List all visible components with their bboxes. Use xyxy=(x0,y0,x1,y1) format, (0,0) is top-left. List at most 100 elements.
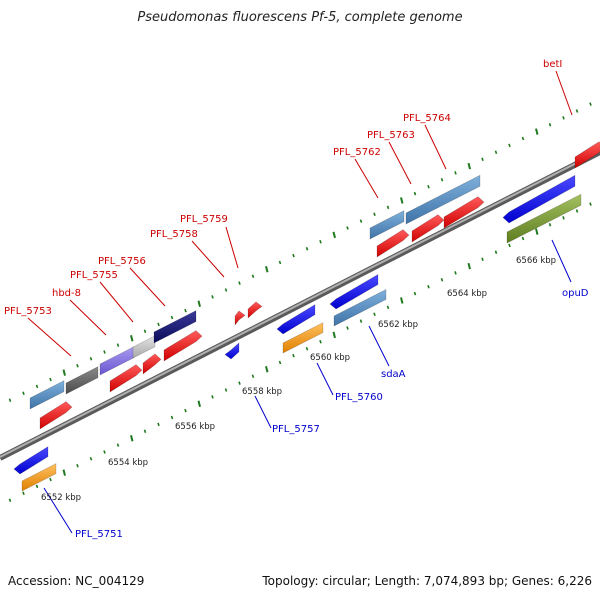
gene-label[interactable]: PFL_5757 xyxy=(272,424,320,435)
gene-arrow[interactable] xyxy=(329,273,379,310)
gene-arrow[interactable] xyxy=(142,353,162,375)
gene-label[interactable]: PFL_5758 xyxy=(150,229,198,240)
tick-mark xyxy=(400,297,404,304)
label-leader-line xyxy=(69,299,107,336)
label-leader-line xyxy=(27,317,72,357)
gene-arrow[interactable] xyxy=(369,210,405,240)
gene-arrow[interactable] xyxy=(109,364,143,393)
tick-mark xyxy=(8,498,12,502)
gene-features xyxy=(13,141,600,492)
tick-mark xyxy=(332,331,336,339)
gene-arrow[interactable] xyxy=(21,463,57,492)
gene-label[interactable]: PFL_5759 xyxy=(180,214,228,225)
tick-mark xyxy=(251,374,255,378)
gene-label[interactable]: betI xyxy=(543,59,562,70)
tick-mark xyxy=(103,350,106,354)
tick-mark xyxy=(589,102,592,106)
gene-arrow[interactable] xyxy=(506,193,582,244)
label-leaders xyxy=(27,70,573,534)
gene-arrow[interactable] xyxy=(132,335,156,359)
gene-arrow[interactable] xyxy=(574,141,600,169)
tick-mark xyxy=(49,377,52,382)
gene-arrow[interactable] xyxy=(234,310,246,326)
label-leader-line xyxy=(225,226,239,269)
tick-mark xyxy=(386,205,390,210)
gene-arrow[interactable] xyxy=(282,322,324,354)
label-leader-line xyxy=(254,395,272,429)
gene-arrow[interactable] xyxy=(29,380,65,410)
tick-mark xyxy=(8,398,12,402)
tick-mark xyxy=(562,216,565,220)
tick-mark xyxy=(197,300,201,308)
tick-mark xyxy=(49,477,52,482)
tick-mark xyxy=(278,260,282,265)
tick-mark xyxy=(346,326,349,330)
scale-label: 6566 kbp xyxy=(516,256,556,266)
gene-label[interactable]: PFL_5751 xyxy=(75,529,123,540)
gene-arrow[interactable] xyxy=(276,304,316,335)
tick-mark xyxy=(359,219,363,223)
tick-mark xyxy=(116,443,120,447)
label-leader-line xyxy=(551,239,572,283)
gene-label[interactable]: opuD xyxy=(562,288,589,299)
tick-mark xyxy=(22,391,25,396)
gene-label[interactable]: PFL_5760 xyxy=(335,392,383,403)
gene-arrow[interactable] xyxy=(224,342,240,360)
tick-mark xyxy=(400,197,404,204)
gene-label[interactable]: PFL_5764 xyxy=(403,113,451,124)
gene-label[interactable]: PFL_5753 xyxy=(4,306,52,317)
tick-row-bottom xyxy=(8,202,592,502)
gene-arrow[interactable] xyxy=(411,214,445,243)
tick-mark xyxy=(562,116,565,120)
tick-mark xyxy=(292,353,295,358)
gene-arrow[interactable] xyxy=(153,310,197,344)
gene-arrow[interactable] xyxy=(163,330,203,362)
tick-mark xyxy=(62,469,66,476)
accession-text: Accession: NC_004129 xyxy=(8,574,145,588)
gene-label[interactable]: hbd-8 xyxy=(52,288,81,299)
gene-arrow[interactable] xyxy=(39,401,73,430)
gene-arrow[interactable] xyxy=(443,196,485,229)
gene-label[interactable]: PFL_5762 xyxy=(333,147,381,158)
label-leader-line xyxy=(316,362,334,396)
tick-mark xyxy=(440,178,444,182)
tick-mark xyxy=(89,357,93,361)
tick-mark xyxy=(130,334,134,342)
tick-mark xyxy=(427,284,430,289)
tick-mark xyxy=(521,136,525,141)
label-leader-line xyxy=(99,281,134,323)
gene-label[interactable]: sdaA xyxy=(381,369,406,380)
gene-label[interactable]: PFL_5756 xyxy=(98,256,146,267)
tick-mark xyxy=(589,202,592,206)
label-leader-line xyxy=(424,124,447,170)
label-leader-line xyxy=(129,267,166,307)
tick-row-top xyxy=(8,102,592,402)
tick-mark xyxy=(481,157,484,161)
gene-label[interactable]: PFL_5755 xyxy=(70,270,118,281)
tick-mark xyxy=(143,429,147,434)
tick-mark xyxy=(224,388,228,392)
tick-mark xyxy=(508,243,511,248)
gene-label[interactable]: PFL_5763 xyxy=(367,130,415,141)
tick-mark xyxy=(427,184,430,189)
label-leader-line xyxy=(368,325,390,367)
gene-arrow[interactable] xyxy=(13,446,49,475)
tick-mark xyxy=(494,150,498,155)
tick-mark xyxy=(305,346,309,351)
gene-arrow[interactable] xyxy=(333,288,387,327)
tick-mark xyxy=(116,343,120,347)
tick-mark xyxy=(35,384,39,389)
scale-label: 6558 kbp xyxy=(242,387,282,397)
gene-arrow[interactable] xyxy=(65,366,99,395)
gene-arrow[interactable] xyxy=(99,346,135,376)
gene-arrow[interactable] xyxy=(376,229,410,258)
genome-backbone xyxy=(0,149,600,461)
scale-label: 6564 kbp xyxy=(447,289,487,299)
gene-arrow[interactable] xyxy=(502,174,576,224)
tick-mark xyxy=(521,236,525,241)
gene-arrow[interactable] xyxy=(405,174,481,225)
tick-mark xyxy=(76,363,79,368)
tick-mark xyxy=(332,231,336,239)
gene-arrow[interactable] xyxy=(247,301,263,319)
tick-mark xyxy=(535,128,539,135)
